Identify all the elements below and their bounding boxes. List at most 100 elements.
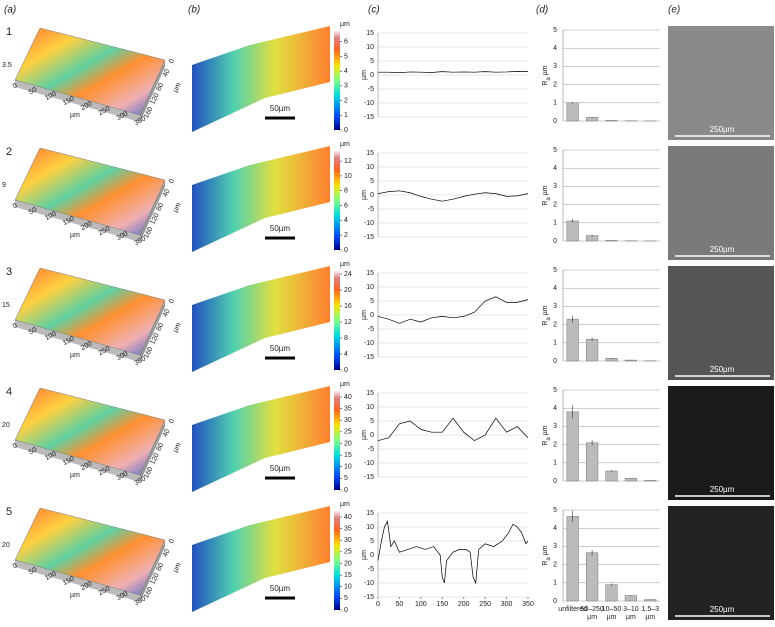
surface-x-tick: 300: [116, 590, 130, 602]
y-tick-label: 0: [553, 118, 557, 125]
y-tick-label: 3: [553, 423, 557, 430]
scale-bar-label: 50µm: [270, 344, 291, 353]
micrograph-scale-label: 250µm: [710, 125, 735, 134]
y-tick-label: 4: [553, 405, 557, 412]
colorbar-tick-label: 10: [344, 584, 352, 591]
y-axis-label: µm: [361, 70, 368, 80]
bar: [566, 411, 579, 482]
surface-y-tick: 40: [162, 548, 172, 558]
x-tick-label: 0: [376, 601, 380, 608]
surface-y-tick: 120: [149, 332, 160, 346]
surface-y-tick: 120: [149, 212, 160, 226]
surface-band: [192, 26, 330, 132]
colorbar-unit: µm: [340, 501, 350, 508]
x-tick-label: 250: [479, 601, 491, 608]
surface-side: [140, 300, 165, 362]
profile-line: [377, 190, 529, 202]
colorbar-tick-label: 8: [344, 335, 348, 342]
x-tick-label: 10–50 µm: [602, 606, 622, 621]
y-axis-label-main: R: [542, 81, 549, 86]
surface-x-tick: 200: [80, 460, 94, 472]
surface-y-tick: 80: [156, 82, 166, 92]
micrograph-scale-label: 250µm: [710, 245, 735, 254]
y-tick-label: 4: [553, 525, 557, 532]
y-tick-label: 5: [370, 178, 374, 185]
y-tick-label: 4: [553, 285, 557, 292]
y-tick-label: 0: [553, 358, 557, 365]
y-axis-label: µm: [361, 310, 368, 320]
surface-x-tick: 50: [28, 446, 38, 456]
surface-band: [192, 146, 330, 252]
surface-y-unit: µm: [172, 322, 183, 334]
y-axis-label: Ra µm: [542, 65, 552, 85]
y-tick-label: 2: [553, 321, 557, 328]
colorbar-tick-label: 35: [344, 525, 352, 532]
surface-band: [192, 386, 330, 492]
y-tick-label: 3: [553, 183, 557, 190]
y-tick-label: -10: [364, 340, 374, 347]
y-axis-label-sub: a: [546, 557, 552, 561]
surface-band: [192, 266, 330, 372]
micrograph: [668, 146, 774, 260]
surface-x-tick: 250: [98, 585, 112, 597]
y-tick-label: -10: [364, 580, 374, 587]
bar: [566, 318, 579, 362]
y-tick-label: 1: [553, 580, 557, 587]
micrograph: [668, 26, 774, 140]
bar: [586, 117, 599, 122]
surface-y-tick: 120: [149, 572, 160, 586]
surface-x-tick: 200: [80, 100, 94, 112]
surface-y-tick: 40: [162, 68, 172, 78]
surface-x-tick: 350: [133, 355, 147, 367]
surface-x-tick: 350: [133, 475, 147, 487]
surface-x-tick: 100: [44, 90, 58, 102]
y-axis-label: Ra µm: [542, 185, 552, 205]
x-tick-label: 3–10 µm: [623, 606, 639, 621]
surface-y-tick: 160: [143, 226, 154, 240]
y-tick-label: -15: [364, 234, 374, 241]
y-axis-label-sub: a: [546, 197, 552, 201]
colorbar-tick-label: 5: [344, 53, 348, 60]
y-axis-label-main: R: [542, 561, 549, 566]
height-label: 20: [2, 422, 10, 429]
y-tick-label: 0: [370, 552, 374, 559]
y-tick-label: -5: [368, 566, 374, 573]
surface-y-tick: 120: [149, 452, 160, 466]
colorbar-tick-label: 3: [344, 83, 348, 90]
colorbar-tick-label: 24: [344, 271, 352, 278]
surface-x-tick: 0: [12, 442, 19, 450]
row-label: 5: [6, 506, 12, 518]
height-label: 9: [2, 182, 6, 189]
y-tick-label: 10: [366, 524, 374, 531]
colorbar-tick-label: 10: [344, 173, 352, 180]
y-tick-label: 5: [370, 538, 374, 545]
surface-x-tick: 150: [62, 95, 76, 107]
panel-label: (d): [536, 5, 548, 16]
y-tick-label: 5: [553, 507, 557, 514]
surface-side: [15, 320, 140, 362]
y-axis-label: µm: [361, 550, 368, 560]
y-tick-label: 5: [553, 27, 557, 34]
colorbar-tick-label: 5: [344, 595, 348, 602]
surface-side: [15, 440, 140, 482]
y-axis-label-unit: µm: [542, 425, 549, 435]
bar: [566, 102, 579, 122]
surface-y-unit: µm: [172, 202, 183, 214]
y-axis-label: Ra µm: [542, 545, 552, 565]
y-tick-label: 1: [553, 340, 557, 347]
y-axis-label-sub: a: [546, 437, 552, 441]
colorbar: [334, 150, 340, 250]
y-tick-label: 4: [553, 165, 557, 172]
surface-x-unit: µm: [70, 352, 80, 359]
colorbar-tick-label: 25: [344, 549, 352, 556]
surface-x-unit: µm: [70, 592, 80, 599]
panel-label: (a): [4, 5, 16, 16]
colorbar-tick-label: 1: [344, 112, 348, 119]
panel-label: (b): [188, 5, 200, 16]
surface-3d: [14, 27, 166, 116]
colorbar-tick-label: 40: [344, 394, 352, 401]
x-tick-label: 150: [436, 601, 448, 608]
surface-x-tick: 150: [62, 215, 76, 227]
y-tick-label: -5: [368, 446, 374, 453]
